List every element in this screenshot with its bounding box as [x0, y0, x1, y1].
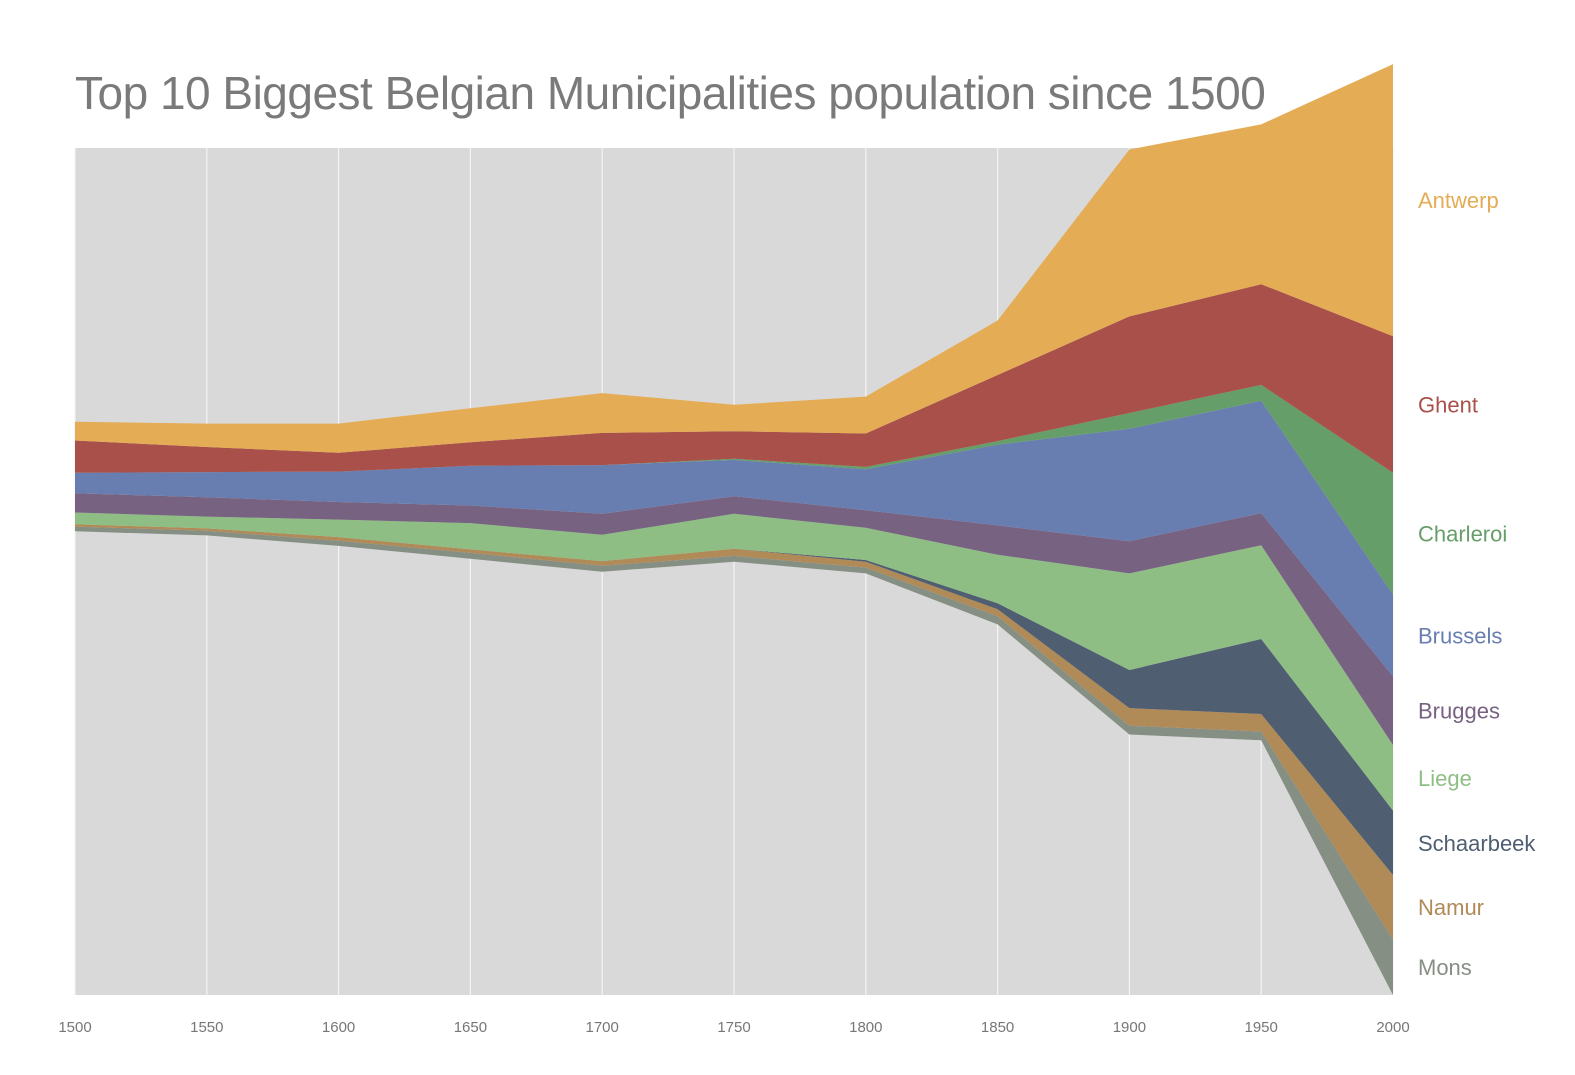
x-tick-label: 2000: [1376, 1019, 1409, 1036]
area-antwerp: [75, 64, 1393, 453]
x-tick-label: 1500: [58, 1019, 91, 1036]
chart-title: Top 10 Biggest Belgian Municipalities po…: [75, 67, 1266, 119]
area-brussels: [75, 400, 1393, 677]
series-label-ghent: Ghent: [1418, 393, 1478, 418]
x-tick-label: 1950: [1245, 1019, 1278, 1036]
series-label-namur: Namur: [1418, 895, 1484, 920]
x-tick-label: 1900: [1113, 1019, 1146, 1036]
area-ghent: [75, 284, 1393, 473]
x-axis-ticks: 1500 1550 1600 1650 1700 1750 1800 1850 1900 1950…: [58, 1019, 1409, 1036]
series-labels: Mons Namur Schaarbeek Liege Brugges Brussels C…: [1418, 188, 1536, 980]
x-tick-label: 1650: [454, 1019, 487, 1036]
series-areas: [75, 64, 1393, 995]
x-tick-label: 1700: [586, 1019, 619, 1036]
area-liege: [75, 512, 1393, 811]
series-label-mons: Mons: [1418, 955, 1472, 980]
x-tick-label: 1800: [849, 1019, 882, 1036]
area-brugges: [75, 493, 1393, 745]
x-tick-label: 1550: [190, 1019, 223, 1036]
x-tick-label: 1750: [717, 1019, 750, 1036]
x-tick-label: 1850: [981, 1019, 1014, 1036]
series-label-brussels: Brussels: [1418, 624, 1502, 649]
series-label-schaarbeek: Schaarbeek: [1418, 831, 1536, 856]
series-label-brugges: Brugges: [1418, 699, 1500, 724]
series-label-antwerp: Antwerp: [1418, 188, 1499, 213]
series-label-liege: Liege: [1418, 766, 1472, 791]
series-label-charleroi: Charleroi: [1418, 522, 1507, 547]
x-tick-label: 1600: [322, 1019, 355, 1036]
area-schaarbeek: [75, 524, 1393, 875]
